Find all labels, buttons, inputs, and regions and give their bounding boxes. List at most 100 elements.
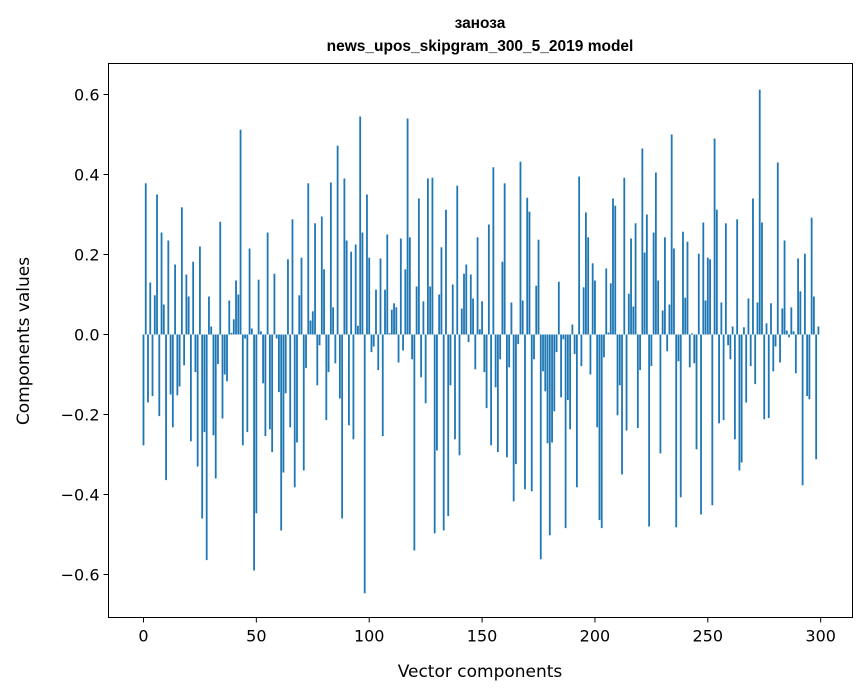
bar-component-150 [481, 301, 483, 335]
bar-component-53 [262, 334, 265, 384]
bar-component-153 [487, 224, 490, 335]
bar-component-262 [733, 334, 736, 440]
bar-component-123 [420, 334, 423, 378]
bar-component-221 [641, 148, 644, 335]
bar-component-239 [682, 231, 684, 335]
bar-component-202 [598, 334, 601, 521]
x-axis: 0 50 100 150 200 250 300 [138, 617, 836, 646]
bar-component-23 [194, 334, 197, 373]
bar-component-57 [271, 334, 274, 453]
y-tick-label: −0.2 [61, 406, 100, 425]
bar-component-210 [616, 334, 619, 416]
bar-component-191 [573, 334, 576, 355]
bar-component-261 [731, 326, 734, 335]
bar-component-196 [585, 212, 587, 335]
bar-component-54 [264, 334, 267, 437]
bar-component-185 [560, 334, 562, 398]
bar-component-102 [372, 334, 375, 347]
bar-component-33 [217, 334, 219, 365]
bar-component-270 [752, 198, 754, 335]
bar-component-116 [404, 269, 407, 335]
bar-component-78 [318, 334, 321, 346]
bar-component-260 [729, 334, 732, 360]
bars-group [142, 89, 820, 594]
bar-component-147 [474, 334, 477, 370]
bar-component-267 [745, 334, 748, 403]
bar-component-106 [381, 334, 384, 437]
bar-component-173 [533, 334, 535, 360]
bar-component-240 [684, 297, 687, 335]
bar-component-130 [436, 334, 438, 451]
bar-component-175 [537, 239, 540, 335]
bar-component-137 [451, 284, 454, 335]
bar-component-229 [659, 334, 662, 454]
bar-component-107 [384, 289, 386, 335]
bar-component-126 [427, 178, 429, 335]
bar-component-296 [810, 217, 813, 335]
bar-component-41 [235, 280, 237, 335]
bar-component-220 [639, 334, 641, 371]
bar-component-156 [494, 334, 497, 388]
bar-component-200 [594, 280, 596, 335]
bar-component-206 [607, 332, 610, 335]
bar-component-269 [749, 334, 752, 367]
bar-component-197 [587, 237, 590, 335]
bar-component-26 [201, 334, 204, 519]
bar-component-289 [794, 334, 797, 374]
bar-component-192 [575, 334, 578, 488]
bar-component-32 [214, 334, 217, 479]
bar-component-290 [797, 258, 800, 335]
bar-component-88 [341, 334, 344, 519]
bar-component-249 [704, 300, 707, 335]
x-axis-label: Vector components [398, 662, 563, 682]
bar-component-254 [715, 209, 718, 335]
bar-component-143 [465, 264, 468, 335]
bar-component-82 [327, 334, 330, 373]
bar-component-212 [621, 334, 623, 475]
bar-component-104 [377, 334, 380, 371]
bar-component-258 [724, 223, 727, 335]
bar-component-231 [664, 237, 666, 335]
bar-component-35 [221, 334, 224, 419]
bar-component-292 [801, 334, 804, 486]
bar-component-167 [519, 161, 522, 335]
bar-component-248 [702, 222, 705, 335]
bar-component-201 [596, 334, 599, 428]
bar-component-44 [241, 334, 244, 446]
bar-component-144 [467, 334, 470, 343]
bar-component-25 [199, 246, 201, 335]
x-tick-label: 150 [467, 627, 498, 646]
bar-component-216 [630, 238, 632, 335]
bar-component-243 [691, 333, 693, 335]
bar-component-241 [686, 241, 689, 335]
bar-component-125 [424, 334, 427, 404]
bar-component-111 [393, 303, 395, 335]
bar-component-235 [673, 248, 675, 335]
bar-component-127 [429, 286, 432, 335]
bar-component-80 [323, 269, 325, 335]
bar-component-47 [248, 248, 251, 335]
bar-component-29 [208, 296, 210, 335]
bar-component-37 [226, 334, 228, 382]
y-axis-label: Components values [14, 257, 34, 425]
bar-component-119 [411, 334, 414, 360]
bar-component-211 [618, 334, 621, 386]
bar-component-141 [460, 308, 463, 335]
bar-component-112 [395, 307, 398, 335]
bar-component-255 [718, 334, 720, 424]
bar-component-146 [472, 298, 474, 335]
bar-component-218 [634, 223, 637, 335]
bar-component-276 [765, 323, 768, 335]
bar-component-278 [770, 303, 772, 335]
bar-component-108 [386, 234, 389, 335]
bar-component-61 [280, 334, 283, 531]
bar-component-136 [449, 334, 452, 386]
bar-component-237 [677, 334, 680, 362]
bar-component-274 [761, 222, 763, 335]
bar-component-85 [334, 334, 337, 364]
bar-component-4 [151, 334, 154, 397]
bar-component-68 [296, 334, 298, 443]
x-tick-label: 100 [354, 627, 385, 646]
bar-component-118 [408, 237, 411, 335]
